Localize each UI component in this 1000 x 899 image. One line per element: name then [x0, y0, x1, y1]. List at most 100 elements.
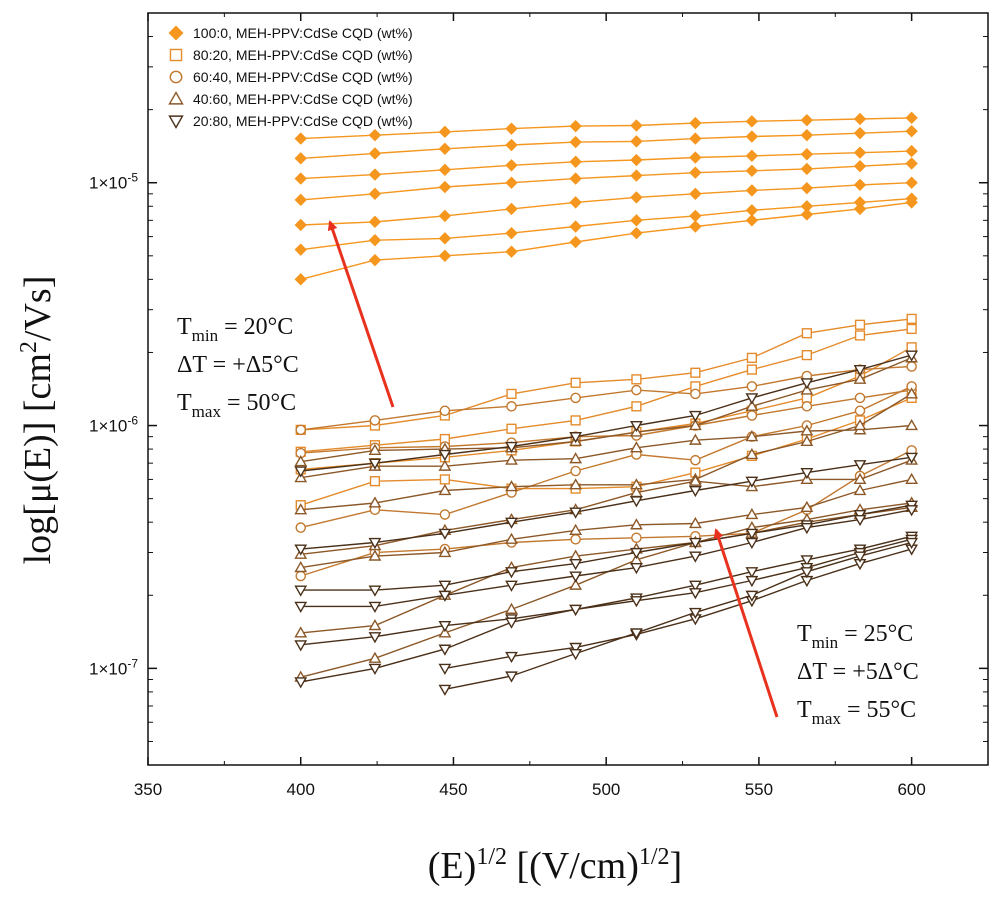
legend-entry: 20:80, MEH-PPV:CdSe CQD (wt%) [168, 113, 413, 129]
data-point [800, 208, 814, 221]
data-point [745, 149, 759, 163]
data-point [745, 590, 759, 602]
data-point [294, 455, 308, 467]
data-point [746, 410, 758, 421]
data-point [569, 220, 582, 233]
data-point [570, 377, 581, 388]
data-point [438, 459, 452, 471]
data-point [569, 172, 582, 185]
data-point [631, 401, 642, 412]
series-100-0-t-35-c [294, 157, 918, 207]
data-point [295, 522, 307, 533]
data-point [854, 392, 866, 404]
data-point [746, 364, 758, 375]
data-point [294, 132, 307, 145]
data-point [630, 596, 643, 608]
data-point [369, 476, 381, 487]
series-100-0-t-40-c [294, 144, 918, 185]
data-point [745, 130, 759, 143]
data-point [368, 128, 382, 142]
data-point [505, 532, 518, 544]
data-point [905, 505, 919, 517]
data-point [746, 352, 758, 363]
y-tick-label: 1×10-7 [89, 656, 138, 678]
data-point [438, 684, 452, 696]
data-point [438, 580, 452, 592]
data-point [800, 128, 814, 142]
annotation-line: Tmin = 20°C [177, 314, 293, 345]
data-point [801, 401, 813, 412]
series-40-60-t-30-c [294, 472, 919, 573]
data-point [438, 644, 452, 656]
data-point [295, 424, 307, 436]
data-point [438, 163, 452, 177]
data-point [905, 452, 919, 464]
data-point [505, 517, 518, 529]
data-point [630, 628, 643, 640]
data-point [368, 215, 382, 229]
data-point [369, 415, 381, 426]
legend-label: 20:80, MEH-PPV:CdSe CQD (wt%) [193, 113, 413, 129]
data-point [295, 570, 307, 582]
data-point [690, 388, 701, 400]
data-point [439, 509, 451, 520]
data-point [570, 415, 581, 426]
data-point [294, 193, 307, 207]
series-layer [294, 111, 919, 696]
y-axis: 1×10-7 1×10-6 1×10-5 [89, 12, 988, 766]
data-point [569, 571, 583, 583]
data-point [569, 604, 583, 616]
data-point [294, 601, 308, 613]
data-point [438, 528, 452, 540]
data-point [906, 342, 917, 353]
data-point [438, 626, 452, 638]
series-80-20-t-45-c [295, 323, 917, 457]
data-point [368, 443, 382, 456]
data-point [688, 516, 702, 529]
x-tick-label: 600 [897, 780, 925, 799]
data-point [569, 649, 583, 661]
data-point [853, 112, 867, 126]
data-point [569, 119, 582, 133]
data-point [294, 585, 308, 597]
data-point [800, 567, 814, 579]
data-point [368, 585, 382, 597]
annotation-line: ΔT = +Δ5°C [177, 352, 299, 378]
data-point [168, 25, 184, 41]
y-tick-label: 1×10-5 [89, 171, 138, 193]
data-point [505, 202, 518, 216]
data-point [630, 119, 643, 132]
lower-arrow [713, 528, 779, 718]
legend-entry: 40:60, MEH-PPV:CdSe CQD (wt%) [168, 91, 413, 107]
data-point [745, 214, 759, 227]
annotation-line: Tmin = 25°C [797, 621, 913, 652]
data-point [368, 537, 382, 550]
data-point [569, 235, 582, 249]
x-tick-label: 550 [745, 780, 773, 799]
data-point [745, 537, 759, 550]
data-point [438, 125, 452, 139]
annotation-arrows [327, 220, 779, 718]
data-point [745, 476, 759, 488]
data-point [294, 544, 308, 556]
data-point [853, 418, 867, 431]
data-point [630, 135, 643, 148]
data-point [569, 432, 583, 444]
data-point [168, 115, 184, 129]
data-point [630, 441, 643, 453]
data-point [368, 233, 382, 247]
data-point [368, 168, 382, 181]
data-point [569, 559, 583, 571]
data-point [905, 387, 919, 399]
series-20-80-t-20-c [438, 537, 919, 696]
data-point [368, 619, 382, 631]
plot-frame [147, 12, 989, 766]
data-point [905, 144, 918, 158]
data-point [630, 547, 643, 560]
series-100-0-t-20-c [294, 196, 918, 286]
data-point [505, 453, 518, 465]
data-point [630, 214, 643, 227]
data-point [505, 671, 518, 683]
data-point [294, 218, 307, 232]
